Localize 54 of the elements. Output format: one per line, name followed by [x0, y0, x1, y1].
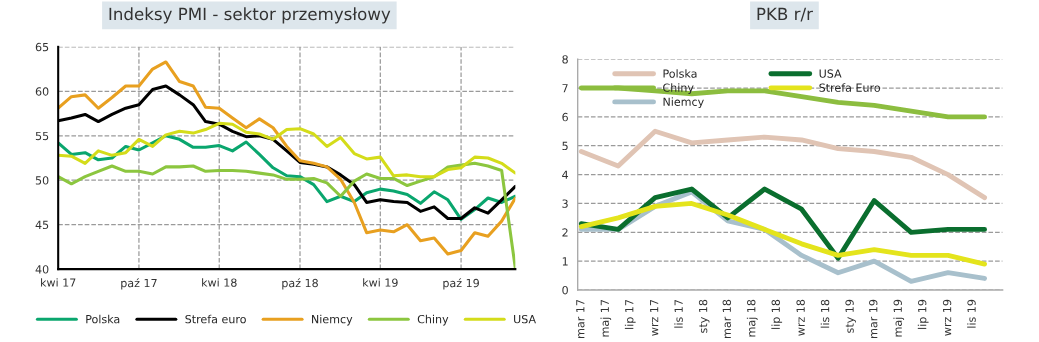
y-tick-label: 4 [562, 170, 569, 179]
x-tick-label: lis 17 [674, 299, 683, 328]
legend-label: Strefa Euro [819, 83, 881, 92]
x-tick-label: paź 19 [443, 278, 479, 290]
x-tick-label: lip 17 [624, 299, 636, 329]
y-tick-label: 0 [562, 285, 568, 295]
y-tick-label: 40 [35, 265, 49, 274]
chart-title: Indeksy PMI - sektor przemysłowy [109, 7, 391, 24]
x-tick-label: maj 18 [746, 299, 758, 337]
y-tick-label: 60 [35, 87, 49, 96]
x-tick-label: paź 18 [282, 278, 318, 290]
chart-title: PKB r/r [757, 7, 813, 22]
x-tick-label: kwi 18 [202, 278, 237, 287]
legend-label: Niemcy [312, 314, 353, 326]
legend-label: USA [819, 69, 842, 78]
legend-label: Strefa euro [185, 314, 246, 324]
x-tick-label: mar 18 [722, 299, 731, 338]
legend-label: Polska [663, 69, 697, 78]
line-series [578, 201, 988, 267]
legend-label: Chiny [417, 314, 449, 326]
x-tick-label: maj 17 [600, 299, 612, 337]
y-tick-label: 8 [562, 55, 568, 64]
x-tick-label: lip 19 [917, 299, 929, 329]
x-tick-label: lip 18 [771, 299, 783, 329]
x-tick-label: kwi 17 [41, 278, 76, 287]
y-tick-label: 7 [562, 84, 568, 93]
x-tick-label: paź 17 [121, 278, 157, 290]
x-tick-label: sty 19 [845, 299, 856, 333]
legend-label: USA [514, 314, 536, 324]
legend-label: Polska [86, 314, 120, 324]
y-tick-label: 3 [562, 199, 568, 208]
y-tick-label: 45 [35, 220, 49, 230]
x-tick-label: wrz 18 [796, 299, 805, 336]
line-series [578, 128, 988, 201]
y-tick-label: 1 [562, 257, 568, 266]
x-tick-label: sty 18 [698, 299, 710, 333]
x-tick-label: lis 18 [820, 299, 830, 328]
x-tick-label: mar 17 [576, 299, 585, 338]
y-tick-label: 55 [35, 131, 49, 141]
y-tick-label: 2 [562, 228, 568, 237]
line-series [58, 60, 516, 256]
x-tick-label: kwi 19 [363, 278, 398, 287]
line-series [578, 85, 988, 120]
line-series [58, 121, 516, 179]
x-tick-label: wrz 19 [942, 299, 952, 336]
x-tick-label: lis 19 [967, 299, 976, 328]
x-tick-label: mar 19 [869, 299, 878, 338]
y-tick-label: 65 [35, 42, 49, 52]
y-tick-label: 6 [562, 112, 568, 122]
y-tick-label: 50 [35, 176, 49, 185]
legend-label: Niemcy [663, 97, 704, 109]
x-tick-label: wrz 17 [650, 299, 659, 336]
x-tick-label: maj 19 [893, 299, 905, 337]
y-tick-label: 5 [562, 141, 568, 151]
